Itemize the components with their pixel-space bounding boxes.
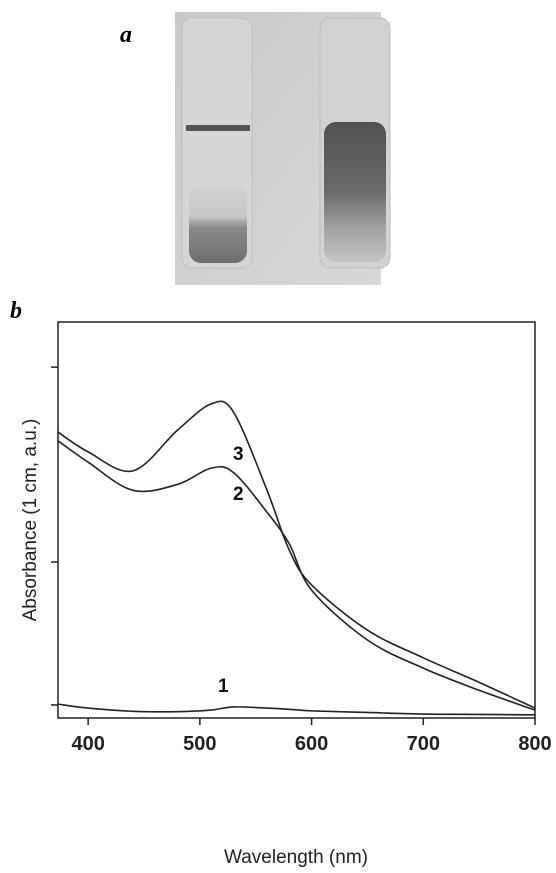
- x-tick-label: 600: [295, 733, 328, 755]
- y-axis-title: Absorbance (1 cm, a.u.): [20, 419, 41, 622]
- photo: [175, 12, 391, 285]
- panel-label: b: [10, 298, 22, 324]
- spectrum-line: [57, 703, 536, 716]
- x-tick-label: 400: [71, 733, 104, 755]
- x-tick-label: 500: [183, 733, 216, 755]
- x-tick-label: 800: [518, 733, 551, 755]
- panel-label: a: [120, 22, 132, 48]
- plot-frame: [57, 321, 536, 719]
- curve-label: 1: [218, 676, 229, 697]
- x-tick-label: 700: [407, 733, 440, 755]
- curve-label: 2: [233, 484, 244, 505]
- curve-label: 3: [233, 444, 244, 465]
- spectrum-line: [57, 440, 536, 711]
- spectrum-line: [57, 400, 536, 709]
- x-axis-title: Wavelength (nm): [224, 847, 368, 868]
